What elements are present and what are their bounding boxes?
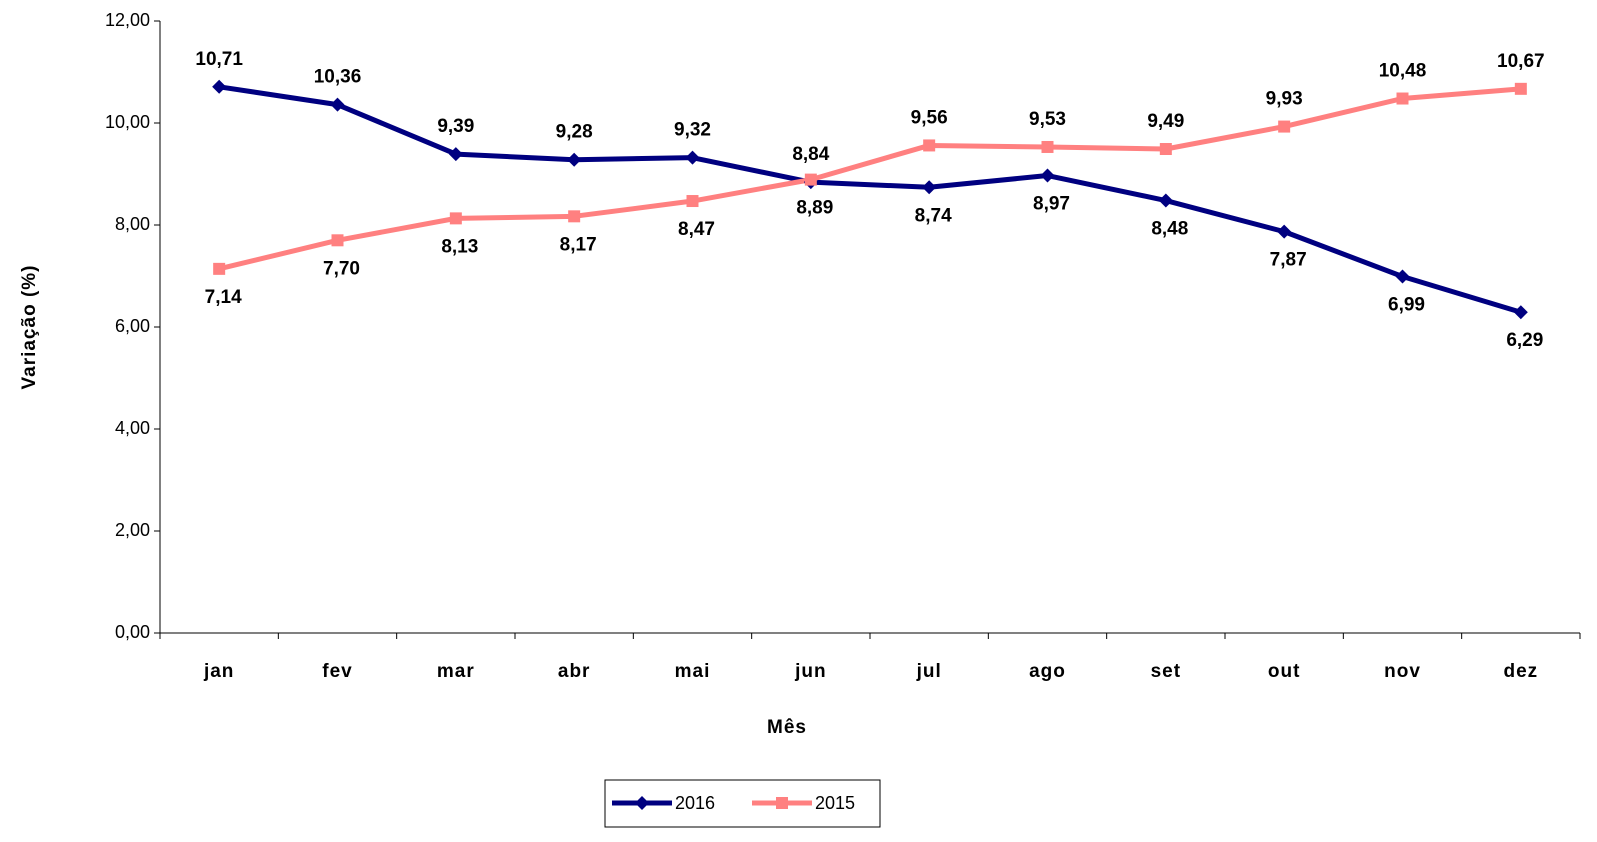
x-tick-label: dez — [1503, 661, 1538, 682]
x-tick-label: set — [1151, 661, 1181, 682]
data-label: 8,17 — [560, 234, 597, 255]
x-tick-label: nov — [1384, 661, 1421, 682]
x-tick-label: mai — [675, 661, 711, 682]
y-tick-label: 12,00 — [105, 10, 150, 30]
data-label: 7,70 — [323, 258, 360, 279]
x-tick-label: mar — [437, 661, 475, 682]
marker — [804, 173, 817, 186]
marker — [1040, 168, 1055, 183]
marker — [330, 97, 345, 112]
data-label: 9,93 — [1266, 89, 1303, 110]
data-label: 9,49 — [1147, 111, 1184, 132]
marker — [1041, 140, 1054, 153]
x-tick-label: abr — [558, 661, 591, 682]
data-label: 9,39 — [437, 116, 474, 137]
marker — [1396, 92, 1409, 105]
data-label: 8,97 — [1033, 194, 1070, 215]
data-label: 9,32 — [674, 120, 711, 141]
marker — [1278, 120, 1291, 133]
data-label: 10,71 — [195, 49, 243, 70]
series-line — [218, 84, 1522, 315]
data-label: 10,67 — [1497, 51, 1545, 72]
y-tick-label: 8,00 — [115, 214, 150, 234]
data-label: 8,47 — [678, 219, 715, 240]
data-label: 6,99 — [1388, 295, 1425, 316]
marker — [686, 195, 699, 208]
legend-label: 2016 — [675, 793, 715, 813]
x-tick-label: ago — [1029, 661, 1066, 682]
marker — [449, 212, 462, 225]
data-label: 9,28 — [556, 122, 593, 143]
x-tick-label: jan — [203, 661, 234, 682]
y-tick-label: 6,00 — [115, 316, 150, 336]
data-label: 8,74 — [915, 205, 952, 226]
marker — [331, 234, 344, 247]
marker — [1158, 193, 1173, 208]
legend-label: 2015 — [815, 793, 855, 813]
marker — [1277, 224, 1292, 239]
data-label: 8,13 — [441, 236, 478, 257]
x-tick-label: jun — [794, 661, 827, 682]
y-tick-label: 0,00 — [115, 622, 150, 642]
marker — [567, 152, 582, 167]
y-tick-label: 4,00 — [115, 418, 150, 438]
data-label: 8,84 — [792, 144, 829, 165]
data-label: 8,89 — [796, 198, 833, 219]
data-label: 7,14 — [205, 287, 242, 308]
data-label: 9,56 — [911, 107, 948, 128]
x-tick-label: jul — [916, 661, 942, 682]
marker — [1395, 269, 1410, 284]
series-line — [218, 86, 1522, 272]
data-label: 9,53 — [1029, 109, 1066, 130]
y-tick-label: 2,00 — [115, 520, 150, 540]
x-tick-label: out — [1268, 661, 1301, 682]
y-axis-title: Variação (%) — [19, 265, 40, 390]
legend: 2016 2015 — [604, 779, 881, 828]
marker — [448, 147, 463, 162]
marker — [923, 139, 936, 152]
data-label: 7,87 — [1270, 250, 1307, 271]
marker — [635, 796, 649, 810]
x-tick-label: fev — [322, 661, 352, 682]
y-tick-label: 10,00 — [105, 112, 150, 132]
data-label: 10,36 — [314, 67, 362, 88]
data-label: 8,48 — [1151, 219, 1188, 240]
marker — [776, 797, 788, 809]
marker — [1514, 82, 1527, 95]
marker — [213, 262, 226, 275]
x-axis-title: Mês — [767, 717, 807, 738]
marker — [568, 210, 581, 223]
marker — [922, 180, 937, 195]
marker — [685, 150, 700, 165]
marker — [1159, 143, 1172, 156]
data-label: 6,29 — [1506, 330, 1543, 351]
marker — [212, 79, 227, 94]
data-label: 10,48 — [1379, 61, 1427, 82]
marker — [1513, 305, 1528, 320]
